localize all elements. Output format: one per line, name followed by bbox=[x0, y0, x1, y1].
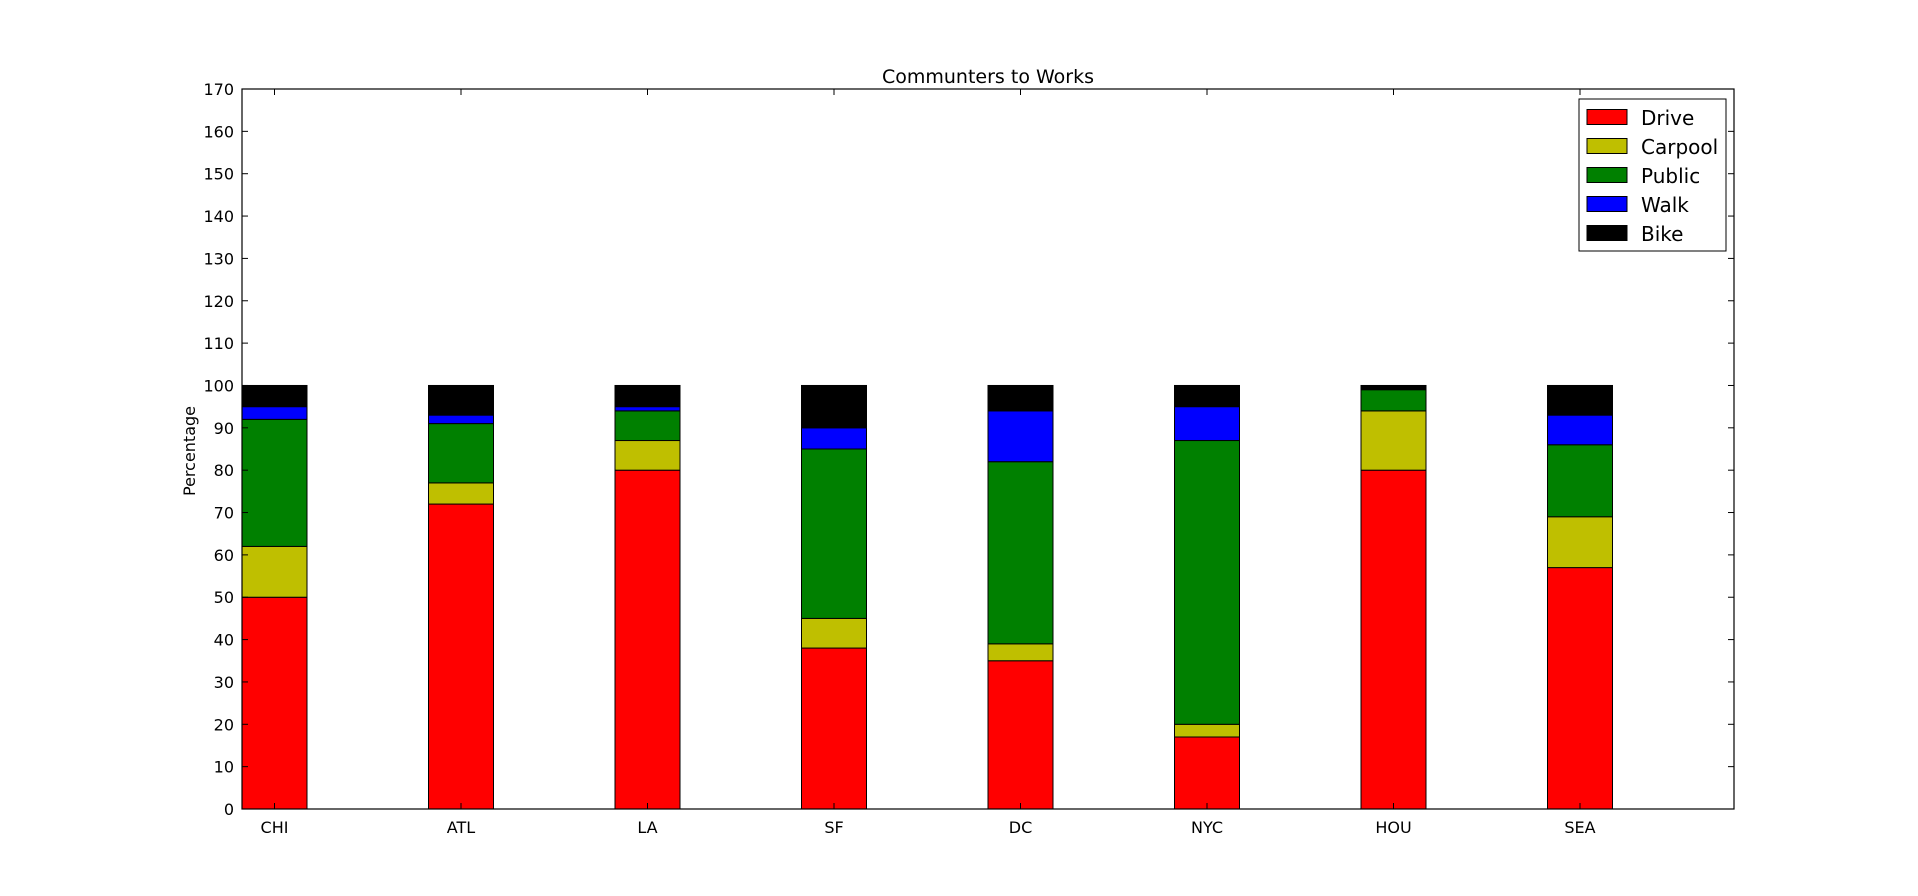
legend-label-drive: Drive bbox=[1641, 106, 1694, 130]
bar-nyc-walk bbox=[1174, 406, 1240, 442]
legend-swatch-carpool bbox=[1586, 138, 1628, 154]
ticks-layer: 0 10 20 30 40 50 60 70 80 90 100 110 120 130 140 150 160… bbox=[203, 80, 1734, 837]
legend: Drive Carpool Public Walk Bike bbox=[1578, 98, 1727, 252]
y-tick-label: 90 bbox=[214, 419, 234, 438]
x-tick-label: ATL bbox=[447, 818, 475, 837]
y-tick-label: 120 bbox=[203, 292, 234, 311]
x-tick-label: LA bbox=[637, 818, 657, 837]
y-tick-label: 20 bbox=[214, 715, 234, 734]
bar-nyc-carpool bbox=[1174, 723, 1240, 738]
bar-sea-drive bbox=[1547, 567, 1613, 810]
bar-chi-drive bbox=[241, 596, 308, 810]
bar-nyc-drive bbox=[1174, 736, 1240, 810]
x-tick-label: CHI bbox=[261, 818, 289, 837]
legend-swatch-walk bbox=[1586, 196, 1628, 212]
bar-sf-walk bbox=[801, 427, 867, 450]
legend-label-carpool: Carpool bbox=[1641, 135, 1718, 159]
y-tick-label: 140 bbox=[203, 207, 234, 226]
bar-sea-walk bbox=[1547, 414, 1613, 446]
plot-frame bbox=[241, 88, 1735, 810]
bar-atl-drive bbox=[428, 503, 494, 810]
bar-atl-bike bbox=[428, 384, 494, 416]
bar-sea-public bbox=[1547, 444, 1613, 518]
x-tick-label: NYC bbox=[1191, 818, 1223, 837]
bar-la-public bbox=[614, 410, 681, 442]
bar-sea-carpool bbox=[1547, 516, 1613, 569]
y-tick-label: 10 bbox=[214, 758, 234, 777]
bar-la-walk bbox=[614, 406, 681, 412]
x-tick-label: HOU bbox=[1375, 818, 1411, 837]
bar-dc-drive bbox=[987, 660, 1054, 810]
bar-la-carpool bbox=[614, 440, 681, 471]
bar-chi-public bbox=[241, 418, 308, 547]
bar-sf-public bbox=[801, 448, 867, 619]
y-tick-label: 110 bbox=[203, 334, 234, 353]
y-tick-label: 30 bbox=[214, 673, 234, 692]
legend-label-public: Public bbox=[1641, 164, 1700, 188]
y-tick-label: 160 bbox=[203, 122, 234, 141]
bar-atl-public bbox=[428, 423, 494, 484]
y-tick-label: 40 bbox=[214, 631, 234, 650]
bar-sf-bike bbox=[801, 384, 867, 429]
y-tick-label: 80 bbox=[214, 461, 234, 480]
bar-hou-drive bbox=[1360, 469, 1427, 810]
chart-title: Communters to Works bbox=[882, 66, 1094, 88]
legend-label-walk: Walk bbox=[1641, 193, 1689, 217]
bar-hou-carpool bbox=[1360, 410, 1427, 471]
bar-sf-carpool bbox=[801, 617, 867, 649]
bar-nyc-public bbox=[1174, 440, 1240, 725]
y-tick-label: 50 bbox=[214, 588, 234, 607]
bar-la-bike bbox=[614, 384, 681, 408]
y-tick-label: 60 bbox=[214, 546, 234, 565]
y-tick-label: 70 bbox=[214, 504, 234, 523]
x-tick-label: DC bbox=[1009, 818, 1033, 837]
bar-dc-bike bbox=[987, 384, 1054, 412]
y-tick-label: 170 bbox=[203, 80, 234, 99]
bar-hou-bike bbox=[1360, 384, 1427, 391]
x-tick-label: SF bbox=[824, 818, 843, 837]
bar-la-drive bbox=[614, 469, 681, 810]
bar-hou-public bbox=[1360, 389, 1427, 412]
bar-chi-bike bbox=[241, 384, 308, 408]
bar-nyc-bike bbox=[1174, 384, 1240, 408]
bars-layer bbox=[241, 384, 1613, 810]
bar-atl-walk bbox=[428, 414, 494, 425]
y-tick-label: 0 bbox=[224, 800, 234, 819]
y-axis-label: Percentage bbox=[180, 406, 199, 496]
bar-sea-bike bbox=[1547, 384, 1613, 416]
legend-swatch-drive bbox=[1586, 109, 1628, 125]
legend-swatch-bike bbox=[1586, 225, 1628, 241]
y-tick-label: 150 bbox=[203, 165, 234, 184]
bar-dc-walk bbox=[987, 410, 1054, 463]
x-tick-label: SEA bbox=[1564, 818, 1595, 837]
bar-atl-carpool bbox=[428, 482, 494, 505]
bar-dc-public bbox=[987, 461, 1054, 645]
bar-chi-walk bbox=[241, 406, 308, 420]
y-tick-label: 130 bbox=[203, 249, 234, 268]
bar-sf-drive bbox=[801, 647, 867, 810]
legend-label-bike: Bike bbox=[1641, 222, 1683, 246]
bar-dc-carpool bbox=[987, 643, 1054, 662]
bar-chi-carpool bbox=[241, 545, 308, 598]
legend-swatch-public bbox=[1586, 167, 1628, 183]
y-tick-label: 100 bbox=[203, 376, 234, 395]
